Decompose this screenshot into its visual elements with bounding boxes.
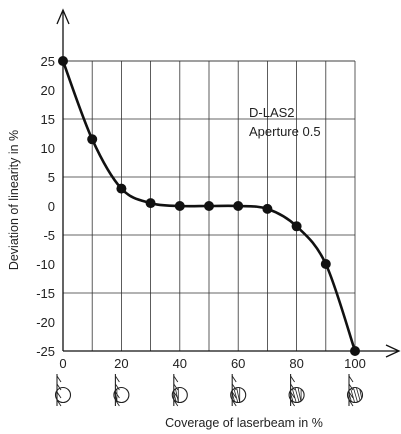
y-tick-label: -20 (36, 315, 55, 330)
x-tick-label: 0 (59, 356, 66, 371)
annotation-aperture: Aperture 0.5 (249, 124, 321, 139)
x-axis-label: Coverage of laserbeam in % (165, 416, 323, 430)
data-point (233, 201, 243, 211)
annotation-model: D-LAS2 (249, 105, 295, 120)
data-point (262, 204, 272, 214)
data-point (321, 259, 331, 269)
coverage-icon (56, 374, 71, 406)
data-point (175, 201, 185, 211)
x-tick-label: 40 (173, 356, 187, 371)
x-tick-label: 20 (114, 356, 128, 371)
coverage-icons (56, 374, 363, 406)
coverage-icon (225, 374, 246, 406)
data-point (204, 201, 214, 211)
data-point (58, 56, 68, 66)
y-tick-label: -5 (43, 228, 55, 243)
y-tick-label: 25 (41, 54, 55, 69)
y-axis-label: Deviation of linearity in % (7, 130, 21, 270)
data-point (87, 134, 97, 144)
y-tick-label: 10 (41, 141, 55, 156)
x-tick-label: 100 (344, 356, 366, 371)
x-tick-label: 60 (231, 356, 245, 371)
coverage-icon (342, 374, 363, 406)
coverage-icon (283, 374, 304, 406)
y-tick-label: -15 (36, 286, 55, 301)
data-point (146, 198, 156, 208)
data-point (116, 184, 126, 194)
y-tick-label: 15 (41, 112, 55, 127)
x-tick-label: 80 (289, 356, 303, 371)
y-tick-label: 0 (48, 199, 55, 214)
y-tick-label: -25 (36, 344, 55, 359)
data-point (292, 221, 302, 231)
coverage-icon (166, 374, 187, 406)
y-tick-label: 20 (41, 83, 55, 98)
data-point (350, 346, 360, 356)
y-tick-label: 5 (48, 170, 55, 185)
coverage-icon (108, 374, 129, 406)
y-tick-label: -10 (36, 257, 55, 272)
